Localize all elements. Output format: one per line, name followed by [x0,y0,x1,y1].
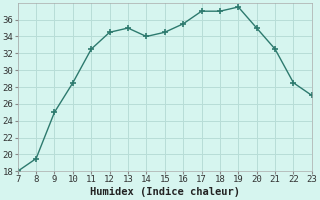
X-axis label: Humidex (Indice chaleur): Humidex (Indice chaleur) [90,187,240,197]
